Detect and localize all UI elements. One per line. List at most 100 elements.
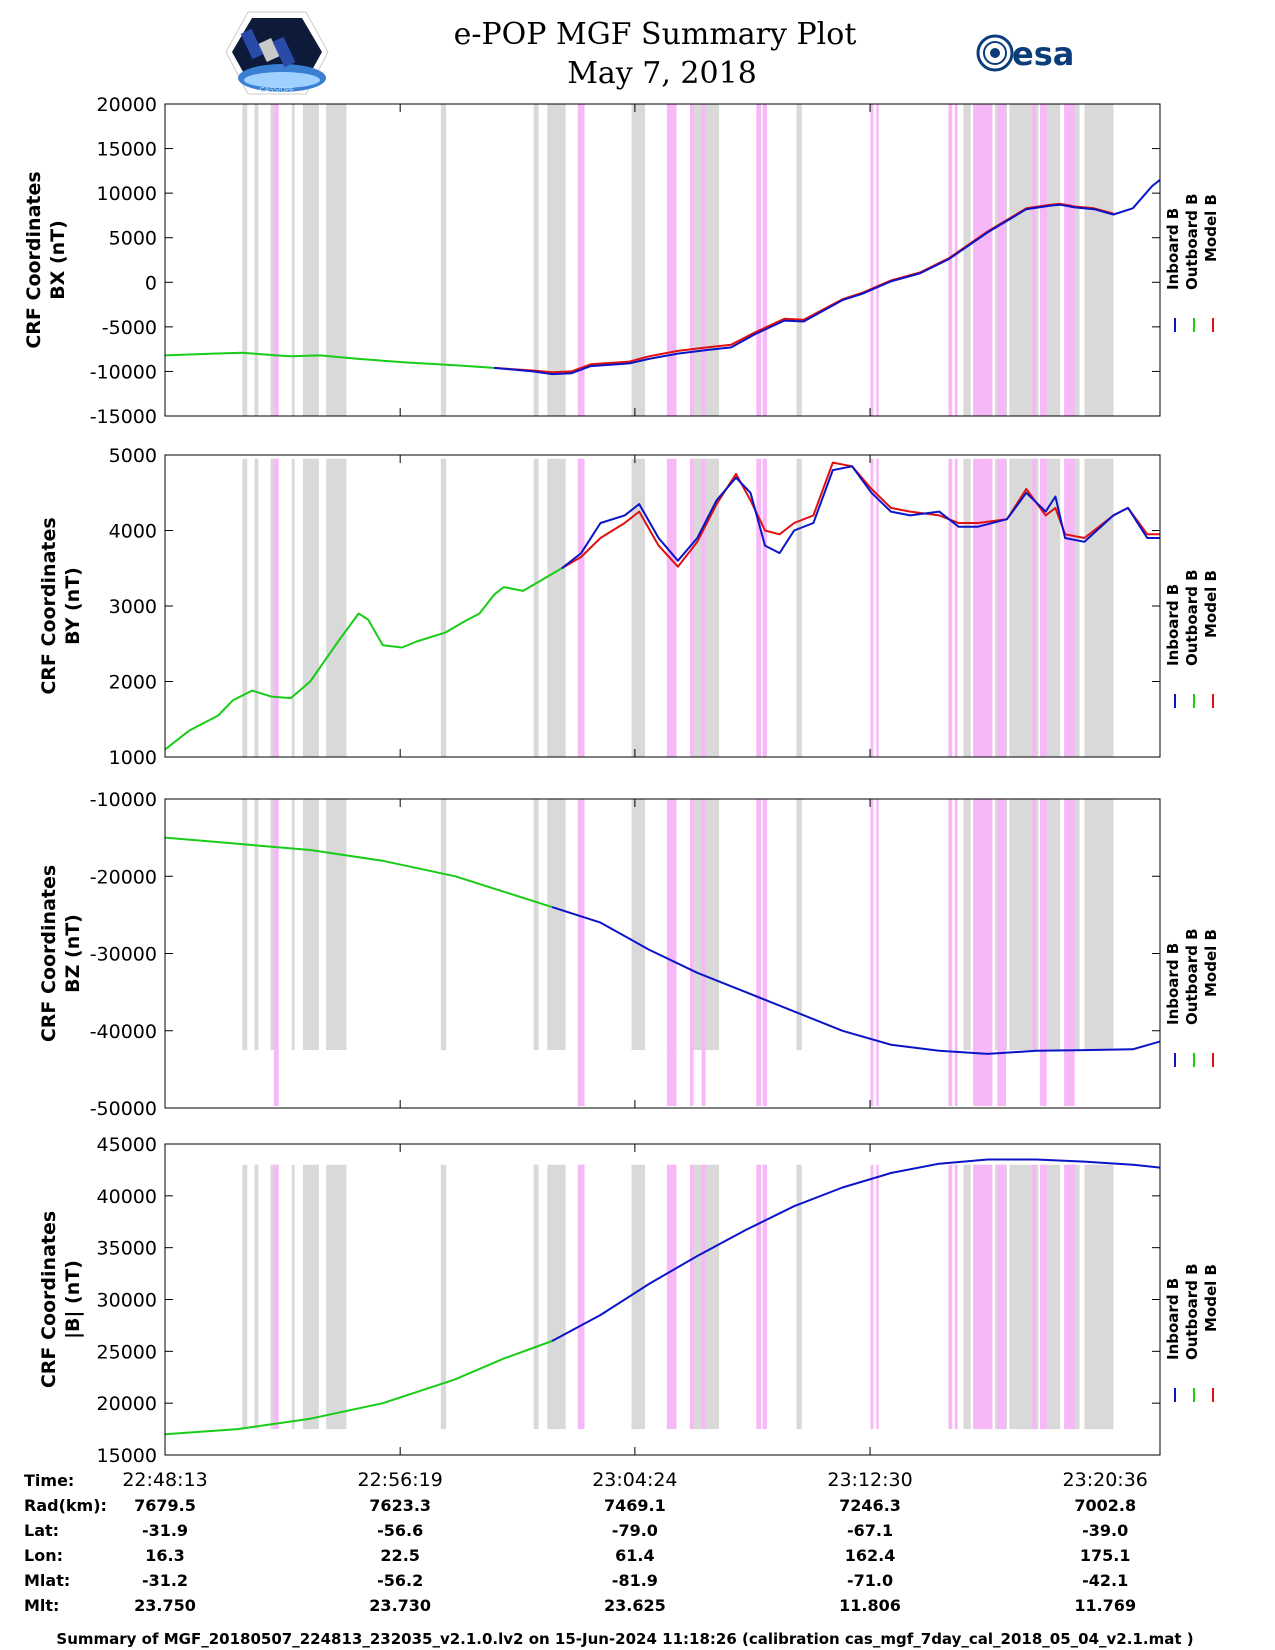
pink-data-band: [954, 458, 958, 757]
panel-1: 20000 15000 10000 5000 0 -5000 -10000 -15000 CRF…: [23, 94, 1214, 428]
legend-1: Inboard B Outboard B Model B: [1164, 193, 1220, 290]
plot-title: e-POP MGF Summary Plot: [454, 17, 857, 52]
pink-data-band: [756, 1050, 762, 1106]
pink-data-band: [948, 1050, 953, 1106]
x-tick-label: 23:12:30: [827, 1469, 912, 1491]
pink-data-band: [1039, 799, 1047, 1051]
y-tick-label: -5000: [102, 317, 157, 339]
pink-data-band: [690, 1164, 694, 1430]
gray-data-band: [547, 104, 566, 416]
legend-inboard-label: Inboard B: [1164, 208, 1182, 290]
pink-data-band: [1064, 1164, 1075, 1430]
y-axis-label-line1: CRF Coordinates: [38, 517, 60, 694]
y-tick-label: 2000: [109, 672, 157, 694]
pink-data-band: [876, 104, 879, 416]
gray-data-band: [533, 458, 539, 757]
y-tick-label: 5000: [109, 445, 157, 467]
pink-data-band: [876, 458, 879, 757]
pink-data-band: [876, 1164, 879, 1430]
gray-data-band: [242, 1164, 248, 1430]
esa-logo: esa: [976, 34, 1074, 73]
pink-data-band: [701, 1050, 706, 1106]
y-tick-label: -50000: [90, 1098, 157, 1120]
x-tick-label: 22:56:19: [358, 1469, 443, 1491]
gray-data-band: [1043, 1164, 1061, 1430]
info-row-value: -31.9: [142, 1521, 188, 1540]
orbit-info-table: Time: Rad(km): 7679.5 7623.3 7469.1 7246.3 700…: [24, 1471, 1136, 1615]
pink-data-band: [1039, 1050, 1047, 1106]
gray-data-band: [1043, 799, 1061, 1051]
gray-data-band: [291, 104, 295, 416]
legend-model-label: Model B: [1202, 194, 1220, 262]
inboard-b-line: [561, 465, 1160, 570]
y-tick-label: 15000: [97, 139, 157, 161]
gray-data-band: [291, 799, 295, 1051]
info-row-value: -81.9: [612, 1571, 658, 1590]
gray-data-band: [963, 1164, 971, 1430]
pink-data-band: [870, 1164, 874, 1430]
y-tick-label: 35000: [97, 1238, 157, 1260]
panel-bands: [242, 458, 1114, 757]
pink-data-band: [997, 104, 1003, 416]
gray-data-band: [242, 458, 248, 757]
pink-data-band: [1001, 1164, 1007, 1430]
info-row-value: 23.625: [604, 1596, 666, 1615]
pink-data-band: [954, 1164, 958, 1430]
pink-data-band: [762, 104, 767, 416]
panel-series: [165, 461, 1160, 751]
pink-data-band: [973, 1164, 993, 1430]
panel-bands: [242, 104, 1114, 416]
pink-data-band: [756, 104, 762, 416]
legend-outboard-label: Outboard B: [1183, 1263, 1201, 1360]
pink-data-band: [1001, 1050, 1007, 1106]
info-row-label: Lon:: [24, 1546, 63, 1565]
gray-data-band: [796, 458, 802, 757]
info-row-value: 7623.3: [369, 1496, 431, 1515]
y-tick-label: -40000: [90, 1021, 157, 1043]
info-row-value: 61.4: [615, 1546, 654, 1565]
y-tick-label: 0: [145, 272, 157, 294]
pink-data-band: [701, 458, 706, 757]
legend-inboard-label: Inboard B: [1164, 584, 1182, 666]
x-tick-label: 22:48:13: [122, 1469, 207, 1491]
pink-data-band: [701, 799, 706, 1051]
legend-model-label: Model B: [1202, 570, 1220, 638]
pink-data-band: [762, 799, 767, 1051]
gray-data-band: [963, 458, 971, 757]
inboard-b-line: [551, 906, 1160, 1055]
info-row-value: -31.2: [142, 1571, 188, 1590]
gray-data-band: [291, 458, 295, 757]
gray-data-band: [547, 799, 566, 1051]
pink-data-band: [948, 1164, 953, 1430]
gray-data-band: [631, 799, 646, 1051]
info-row-value: 23.750: [134, 1596, 196, 1615]
gray-data-band: [1084, 104, 1114, 416]
pink-data-band: [273, 1164, 279, 1430]
y-tick-label: 5000: [109, 228, 157, 250]
pink-data-band: [954, 799, 958, 1051]
panel-3: -10000 -20000 -30000 -40000 -50000 CRF Coordi…: [38, 789, 1214, 1120]
y-axis-label-line2: BZ (nT): [62, 914, 84, 993]
gray-data-band: [302, 458, 319, 757]
pink-data-band: [577, 104, 585, 416]
panel-frame: [164, 103, 1161, 417]
info-row-label: Mlt:: [24, 1596, 59, 1615]
pink-data-band: [762, 1050, 767, 1106]
pink-data-band: [666, 1050, 677, 1106]
pink-data-band: [954, 1050, 958, 1106]
inboard-b-line: [494, 178, 1160, 376]
info-row-label: Lat:: [24, 1521, 59, 1540]
gray-data-band: [1043, 458, 1061, 757]
pink-data-band: [870, 799, 874, 1051]
y-tick-label: 20000: [97, 94, 157, 116]
info-row-value: 11.806: [839, 1596, 901, 1615]
gray-data-band: [631, 1164, 646, 1430]
pink-data-band: [1032, 799, 1037, 1051]
pink-data-band: [997, 1164, 1003, 1430]
outboard-b-line: [165, 836, 553, 909]
outboard-b-line: [165, 351, 495, 369]
pink-data-band: [1039, 458, 1047, 757]
panel-series: [165, 1158, 1160, 1436]
y-tick-label: 4000: [109, 521, 157, 543]
gray-data-band: [326, 458, 347, 757]
